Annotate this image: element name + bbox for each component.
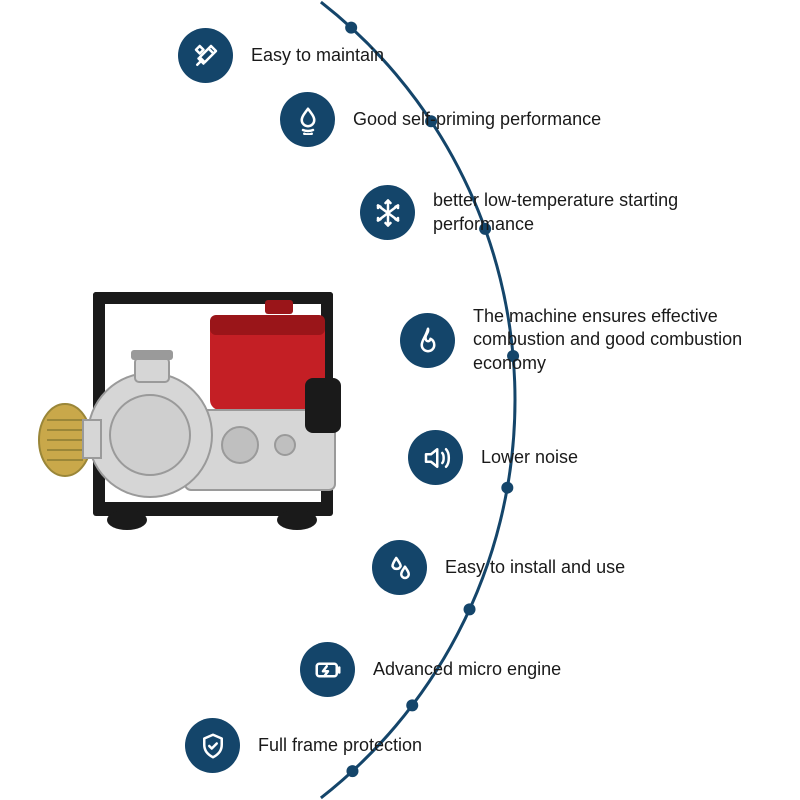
snowflake-icon — [360, 185, 415, 240]
feature-item: Lower noise — [408, 430, 578, 485]
feature-item: Easy to install and use — [372, 540, 625, 595]
feature-label: Easy to maintain — [251, 44, 384, 67]
flame-icon — [400, 313, 455, 368]
droplet-s-icon — [280, 92, 335, 147]
feature-label: better low-temperature starting performa… — [433, 189, 743, 236]
feature-label: Good self-priming performance — [353, 108, 601, 131]
feature-item: Full frame protection — [185, 718, 422, 773]
feature-label: Full frame protection — [258, 734, 422, 757]
feature-item: Good self-priming performance — [280, 92, 601, 147]
shield-icon — [185, 718, 240, 773]
feature-label: Easy to install and use — [445, 556, 625, 579]
feature-label: Lower noise — [481, 446, 578, 469]
feature-label: Advanced micro engine — [373, 658, 561, 681]
droplets-icon — [372, 540, 427, 595]
feature-item: The machine ensures effective combustion… — [400, 305, 783, 375]
sound-icon — [408, 430, 463, 485]
product-image — [35, 270, 355, 540]
battery-icon — [300, 642, 355, 697]
feature-item: better low-temperature starting performa… — [360, 185, 743, 240]
tools-icon — [178, 28, 233, 83]
feature-label: The machine ensures effective combustion… — [473, 305, 783, 375]
feature-item: Easy to maintain — [178, 28, 384, 83]
feature-item: Advanced micro engine — [300, 642, 561, 697]
